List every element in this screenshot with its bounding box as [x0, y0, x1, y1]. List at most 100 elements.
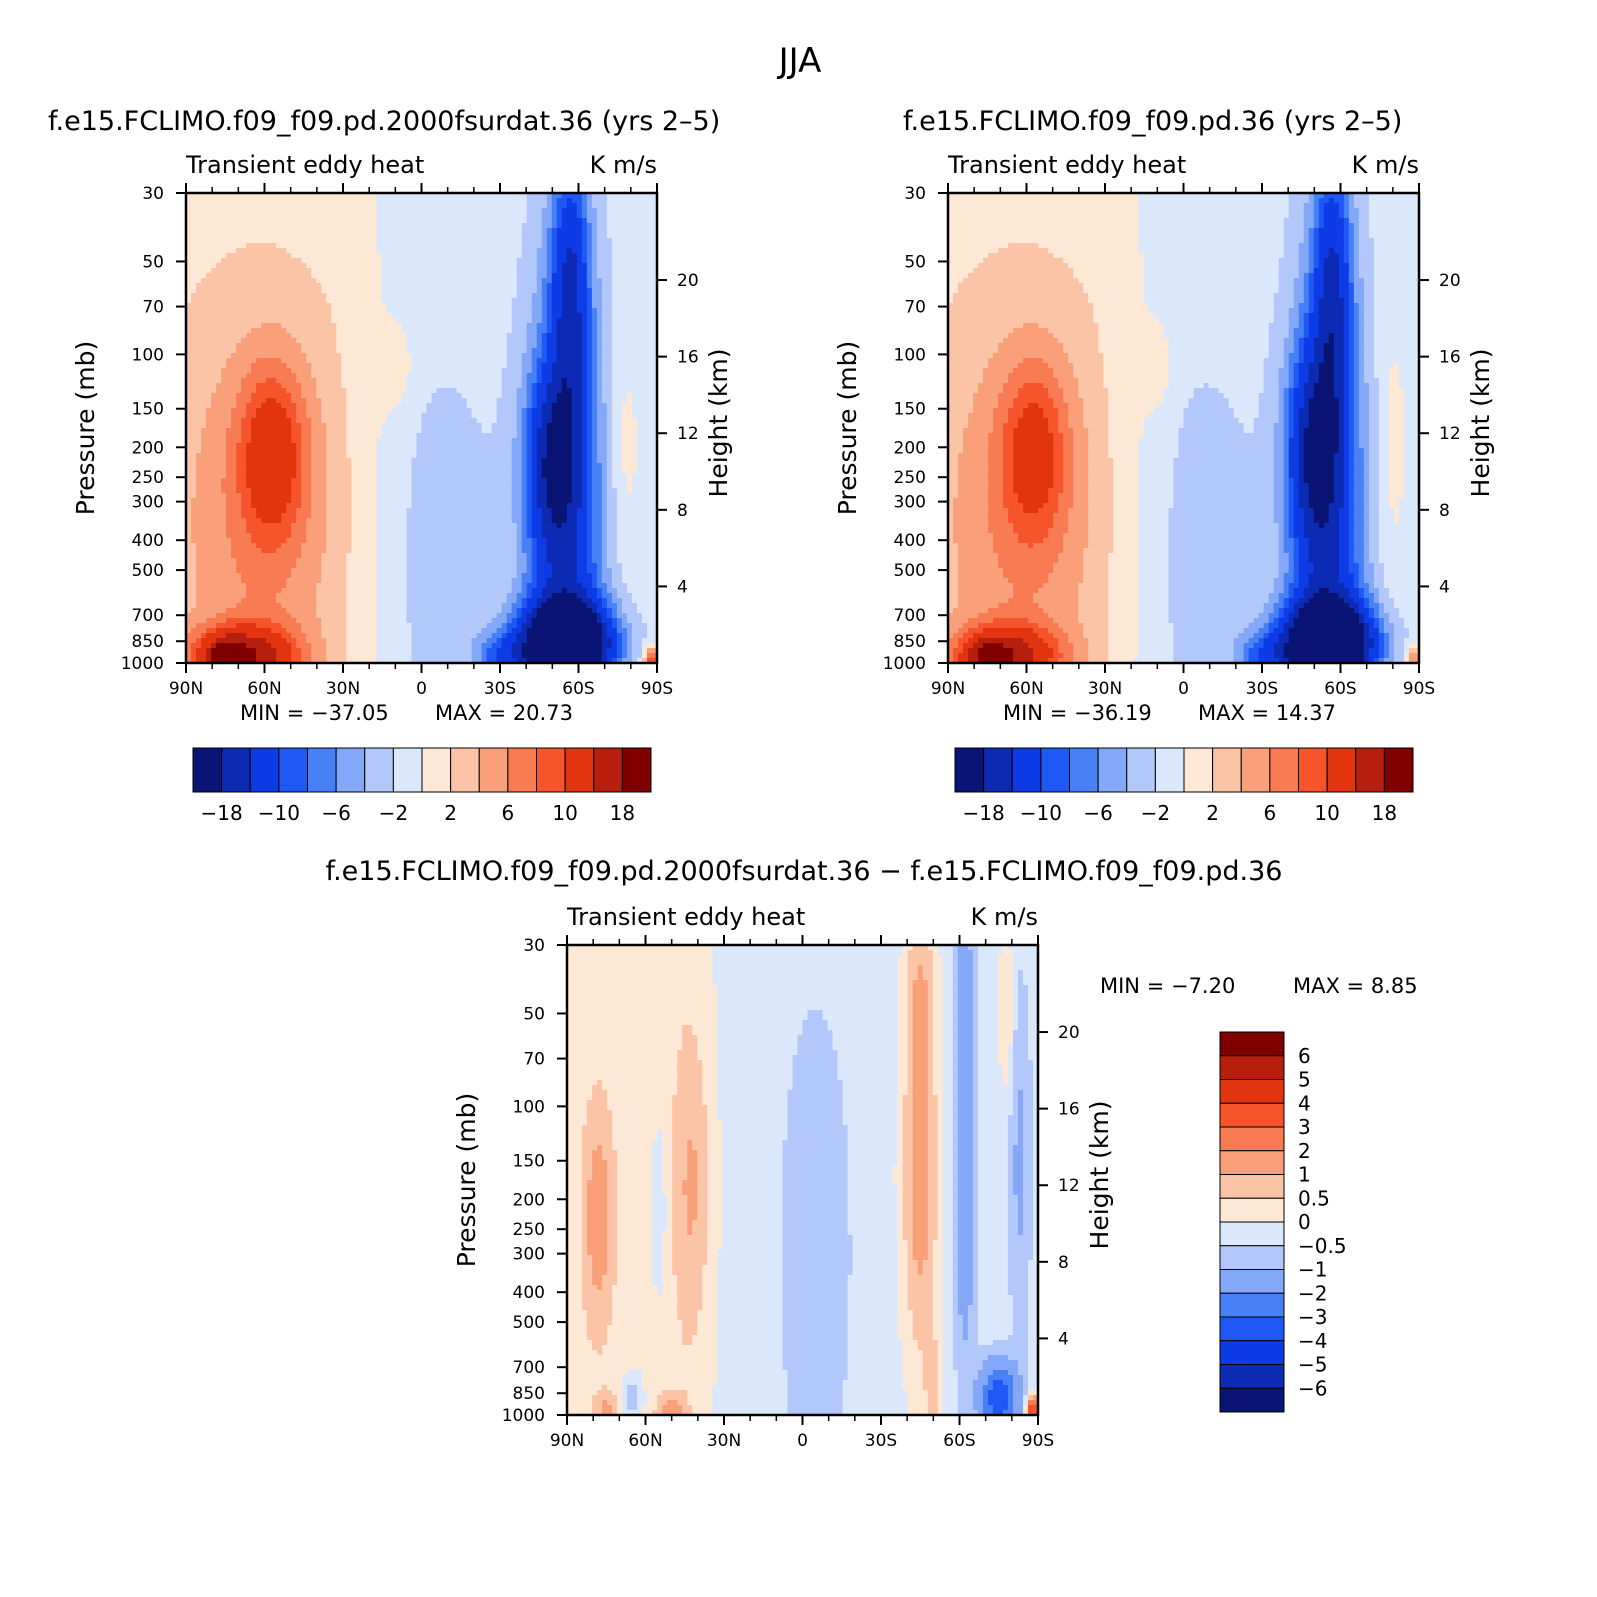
contour-cell — [306, 268, 312, 274]
contour-cell — [256, 553, 262, 559]
contour-cell — [416, 298, 422, 304]
contour-cell — [206, 443, 212, 449]
contour-cell — [361, 633, 367, 639]
contour-cell — [286, 548, 292, 554]
contour-cell — [276, 388, 282, 394]
contour-cell — [316, 418, 322, 424]
contour-cell — [422, 433, 428, 439]
contour-cell — [406, 433, 412, 439]
contour-cell — [411, 483, 417, 489]
contour-cell — [276, 283, 282, 289]
contour-cell — [341, 278, 347, 284]
contour-cell — [427, 613, 433, 619]
contour-cell — [361, 303, 367, 309]
contour-cell — [411, 308, 417, 314]
contour-cell — [406, 358, 412, 364]
contour-cell — [371, 208, 377, 214]
contour-cell — [422, 278, 428, 284]
contour-cell — [366, 318, 372, 324]
contour-cell — [216, 578, 222, 584]
contour-cell — [437, 398, 443, 404]
contour-cell — [366, 418, 372, 424]
contour-cell — [251, 478, 257, 484]
contour-cell — [261, 258, 267, 264]
contour-cell — [331, 493, 337, 499]
contour-cell — [386, 483, 392, 489]
contour-cell — [261, 508, 267, 514]
contour-cell — [231, 643, 237, 649]
contour-cell — [326, 343, 332, 349]
contour-cell — [206, 523, 212, 529]
contour-cell — [261, 388, 267, 394]
contour-cell — [316, 578, 322, 584]
contour-cell — [196, 653, 202, 659]
contour-cell — [366, 353, 372, 359]
contour-cell — [336, 633, 342, 639]
contour-cell — [356, 418, 362, 424]
contour-cell — [361, 243, 367, 249]
contour-cell — [246, 223, 252, 229]
contour-cell — [266, 458, 272, 464]
figure-title: JJA — [777, 41, 822, 81]
contour-cell — [391, 403, 397, 409]
contour-cell — [356, 493, 362, 499]
contour-cell — [306, 538, 312, 544]
contour-cell — [261, 423, 267, 429]
contour-cell — [401, 523, 407, 529]
contour-cell — [196, 373, 202, 379]
contour-cell — [401, 628, 407, 634]
contour-cell — [291, 508, 297, 514]
contour-cell — [416, 493, 422, 499]
contour-cell — [246, 593, 252, 599]
contour-cell — [356, 208, 362, 214]
contour-cell — [336, 638, 342, 644]
contour-cell — [366, 508, 372, 514]
contour-cell — [191, 508, 197, 514]
contour-cell — [256, 548, 262, 554]
contour-cell — [191, 608, 197, 614]
contour-cell — [427, 563, 433, 569]
contour-cell — [371, 343, 377, 349]
contour-cell — [432, 533, 438, 539]
contour-cell — [396, 253, 402, 259]
contour-cell — [261, 228, 267, 234]
contour-cell — [366, 638, 372, 644]
contour-cell — [406, 473, 412, 479]
contour-cell — [286, 198, 292, 204]
contour-cell — [281, 373, 287, 379]
contour-cell — [306, 473, 312, 479]
contour-cell — [336, 383, 342, 389]
contour-cell — [261, 633, 267, 639]
contour-cell — [211, 298, 217, 304]
contour-cell — [396, 618, 402, 624]
contour-cell — [221, 308, 227, 314]
contour-cell — [316, 233, 322, 239]
contour-cell — [361, 258, 367, 264]
contour-cell — [191, 318, 197, 324]
contour-cell — [306, 558, 312, 564]
contour-cell — [231, 388, 237, 394]
contour-cell — [321, 208, 327, 214]
contour-cell — [276, 498, 282, 504]
contour-cell — [206, 248, 212, 254]
contour-cell — [411, 398, 417, 404]
contour-cell — [366, 598, 372, 604]
contour-cell — [336, 403, 342, 409]
contour-cell — [251, 248, 257, 254]
contour-cell — [216, 273, 222, 279]
contour-cell — [361, 298, 367, 304]
contour-cell — [371, 463, 377, 469]
contour-cell — [386, 598, 392, 604]
contour-cell — [251, 238, 257, 244]
contour-cell — [437, 653, 443, 659]
contour-cell — [427, 423, 433, 429]
contour-cell — [256, 618, 262, 624]
contour-cell — [411, 623, 417, 629]
contour-cell — [381, 528, 387, 534]
contour-cell — [231, 453, 237, 459]
contour-cell — [331, 543, 337, 549]
contour-cell — [346, 588, 352, 594]
contour-cell — [196, 458, 202, 464]
contour-cell — [432, 498, 438, 504]
contour-cell — [266, 233, 272, 239]
